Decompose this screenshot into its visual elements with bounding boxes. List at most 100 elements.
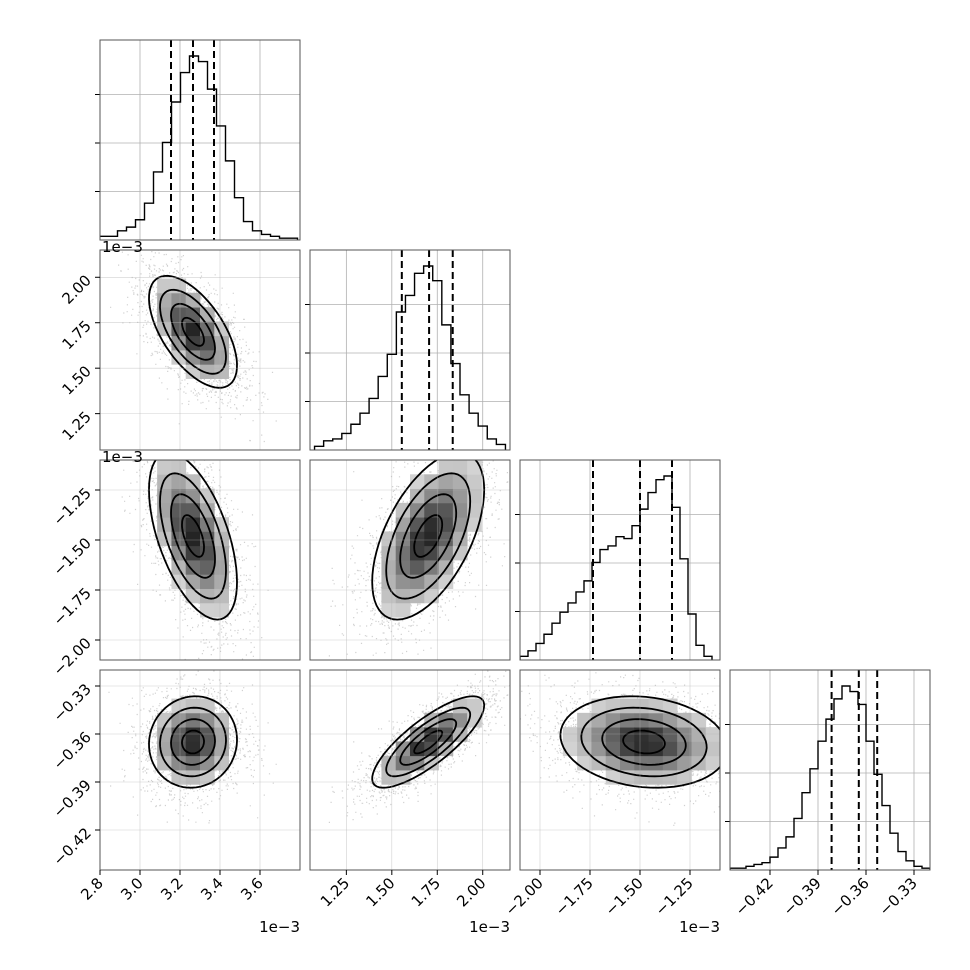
y-tick-label-3: −0.36: [50, 728, 95, 773]
x-tick-label-0: 3.6: [237, 874, 267, 904]
density-cell: [395, 588, 411, 604]
density-cell: [467, 474, 482, 489]
density-cell: [214, 602, 229, 618]
x-tick-label-0: 2.8: [77, 874, 107, 904]
hist-panel-0: [95, 39, 301, 241]
density-cell: [424, 574, 439, 589]
density-cell: [648, 755, 664, 771]
density-cell: [185, 770, 201, 785]
density-cell: [171, 460, 187, 475]
density-cell: [424, 741, 439, 757]
corner-panel-2-1: [309, 459, 511, 661]
density-cell: [662, 741, 678, 757]
density-cell: [395, 502, 411, 518]
density-cell: [452, 488, 468, 504]
y-tick-label-2: −1.50: [50, 534, 95, 579]
contour-line: [148, 460, 238, 621]
density-cell: [691, 727, 707, 742]
x-tick-label-1: 1.50: [362, 874, 398, 910]
contour-line: [580, 706, 708, 778]
density-cell: [157, 517, 172, 532]
x-tick-label-1: 1.25: [317, 874, 353, 910]
y-tick-label-1: 1.25: [58, 408, 94, 444]
density-cell: [381, 588, 397, 604]
density-cell: [620, 698, 635, 714]
density-cell: [214, 741, 229, 757]
density-cell: [171, 502, 187, 518]
contour-line: [181, 729, 205, 755]
panel-frame: [99, 39, 301, 241]
density-cell: [171, 350, 187, 365]
density-cell: [634, 770, 649, 785]
density-cell: [157, 278, 172, 294]
histogram-step: [730, 685, 930, 870]
contour-line: [559, 695, 720, 789]
density-cell: [620, 741, 635, 757]
density-cell: [677, 755, 692, 771]
density-cell: [424, 488, 439, 504]
density-cell: [410, 560, 425, 575]
scatter-points: [520, 672, 720, 826]
density-cell: [634, 712, 649, 728]
density-cell: [410, 545, 425, 561]
density-cell: [424, 755, 439, 771]
density-cell: [605, 727, 621, 742]
panel-frame: [729, 669, 931, 871]
y-tick-label-3: −0.42: [50, 824, 95, 869]
density-cell: [452, 698, 468, 714]
density-cell: [171, 474, 187, 489]
contour-line: [181, 514, 205, 558]
density-cell: [424, 531, 439, 547]
histogram-step: [100, 55, 299, 240]
contour-line: [385, 472, 472, 600]
density-cell: [395, 574, 411, 589]
density-cell: [691, 712, 707, 728]
panel-frame: [99, 459, 301, 661]
x-offset-label-0: 1e−3: [259, 918, 300, 936]
density-cell: [171, 307, 187, 322]
density-cell: [424, 517, 439, 532]
contour-line: [399, 718, 458, 766]
y-tick-label-2: −2.00: [50, 634, 95, 679]
density-cell: [395, 602, 411, 618]
density-cell: [214, 712, 229, 728]
panel-frame: [309, 459, 511, 661]
y-tick-label-1: 1.50: [58, 362, 94, 398]
density-cell: [214, 574, 229, 589]
x-tick-label-2: −1.25: [652, 874, 697, 919]
y-tick-label-1: 1.75: [58, 317, 94, 353]
contour-line: [371, 460, 486, 621]
density-cell: [395, 545, 411, 561]
density-cell: [185, 321, 201, 337]
scatter-points: [108, 670, 277, 824]
contour-line: [170, 718, 216, 766]
contour-line: [159, 472, 227, 600]
x-tick-label-3: −0.36: [828, 874, 873, 919]
x-tick-label-3: −0.42: [732, 874, 777, 919]
x-tick-label-0: 3.0: [117, 874, 147, 904]
corner-panel-3-2: [519, 669, 721, 871]
panel-frame: [309, 669, 511, 871]
density-cell: [214, 545, 229, 561]
y-tick-label-3: −0.39: [50, 776, 95, 821]
corner-panel-3-1: [309, 669, 511, 871]
contour-line: [159, 288, 227, 375]
density-cell: [662, 770, 678, 785]
histogram-step: [520, 475, 713, 660]
density-cell: [591, 741, 607, 757]
contour-line: [399, 493, 458, 579]
density-cell: [381, 531, 397, 547]
density-cell: [200, 755, 215, 771]
density-cell: [662, 712, 678, 728]
density-cell: [577, 712, 592, 728]
density-cell: [452, 517, 468, 532]
density-cell: [705, 727, 720, 742]
hist-panel-2: [515, 459, 721, 661]
x-tick-label-0: 3.2: [157, 874, 187, 904]
density-cell: [185, 531, 201, 547]
density-cell: [438, 474, 454, 489]
density-cell: [691, 741, 707, 757]
density-cell: [410, 474, 425, 489]
density-cell: [381, 755, 397, 771]
contour-line: [170, 493, 216, 579]
